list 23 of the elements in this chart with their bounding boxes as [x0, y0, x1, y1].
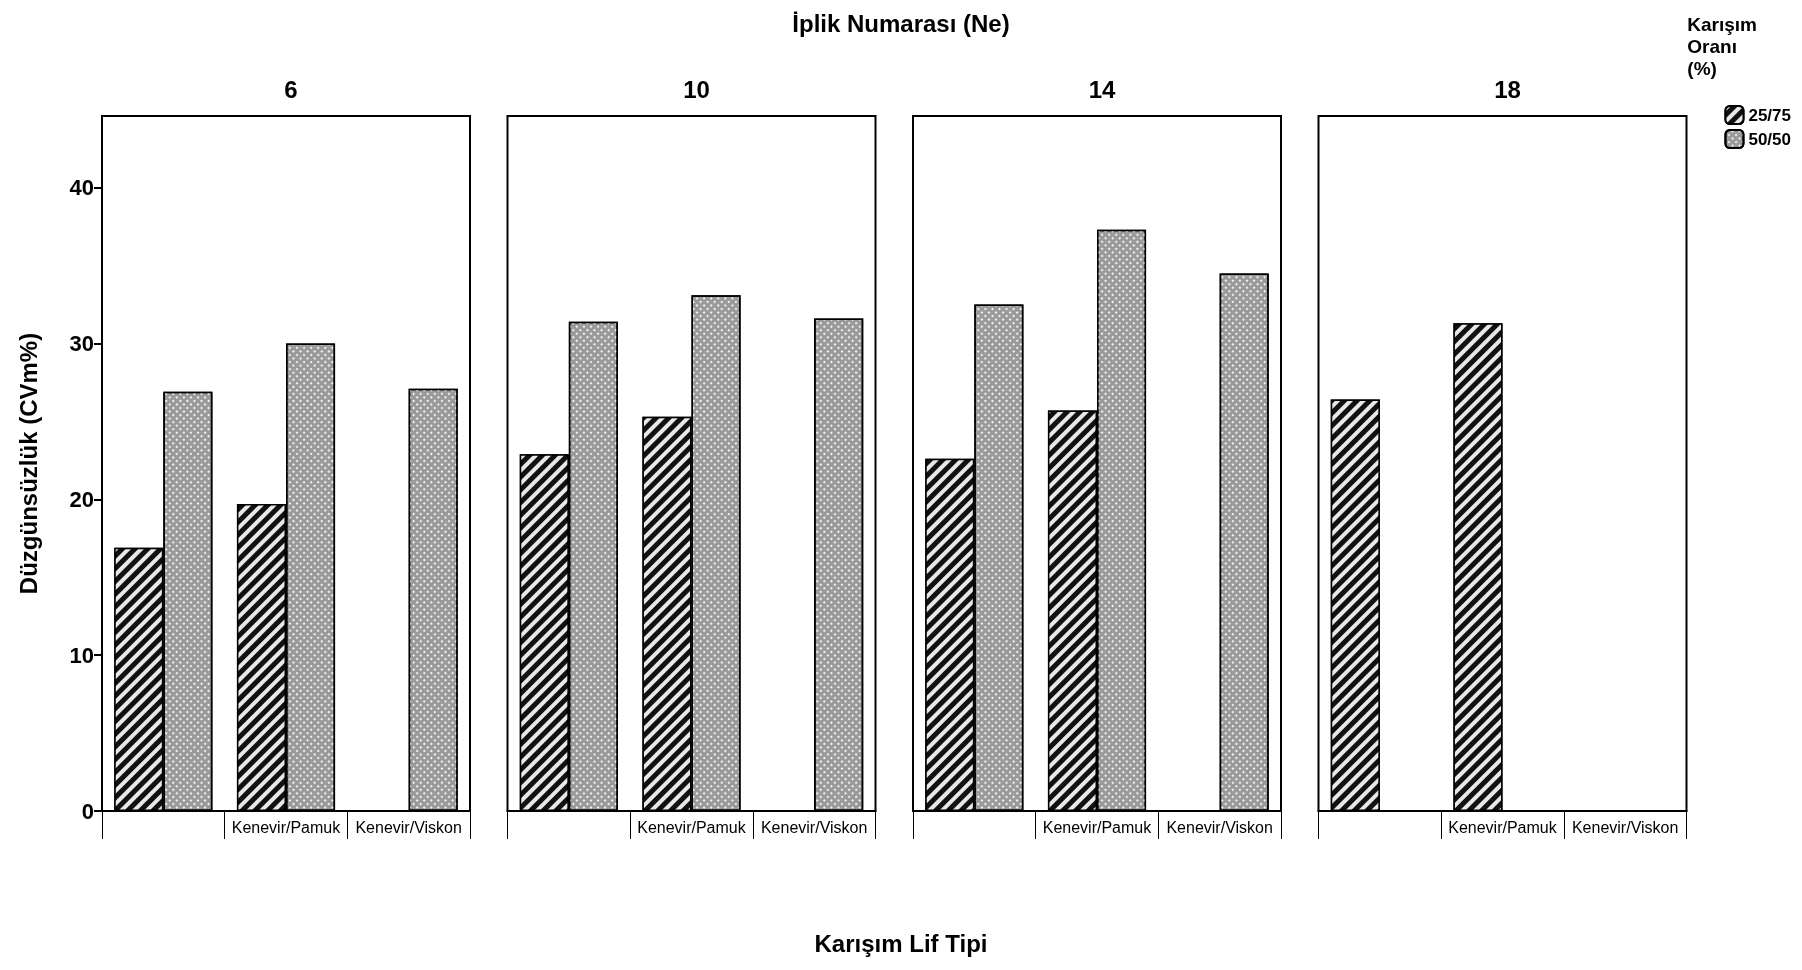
x-tick-label: Kenevir/Pamuk [637, 818, 747, 836]
legend-title: Karışım Oranı (%) [1687, 13, 1757, 79]
chart-title: 6 [284, 75, 298, 103]
chart-title: 14 [1088, 75, 1116, 103]
y-tick-label: 20 [69, 486, 94, 512]
chart-title: 10 [683, 75, 710, 103]
x-tick-label: Kenevir/Viskon [1571, 818, 1679, 836]
x-tick-label: Kenevir/Viskon [1166, 818, 1273, 836]
y-tick-label: 0 [81, 798, 94, 824]
x-tick-label: Kenevir/Pamuk [231, 818, 342, 836]
y-tick-label: 40 [69, 175, 94, 201]
x-tick-label: Kenevir/Pamuk [1042, 818, 1153, 836]
x-tick-label: Kenevir/Pamuk [1448, 818, 1558, 836]
text: Karışım Lif Tipi [813, 930, 989, 958]
chart-title: 18 [1494, 75, 1521, 103]
y-tick-label: 10 [69, 642, 94, 668]
x-tick-label: Kenevir/Viskon [355, 818, 462, 836]
legend-label: 50/50 [1748, 129, 1792, 149]
text: İplik Numarası (Ne) [792, 10, 1010, 37]
y-axis-title: Düzgünsüzlük (CVm%) [14, 332, 42, 595]
legend-label: 25/75 [1748, 105, 1792, 125]
y-tick-label: 30 [69, 331, 94, 357]
x-tick-label: Kenevir/Viskon [760, 818, 868, 836]
